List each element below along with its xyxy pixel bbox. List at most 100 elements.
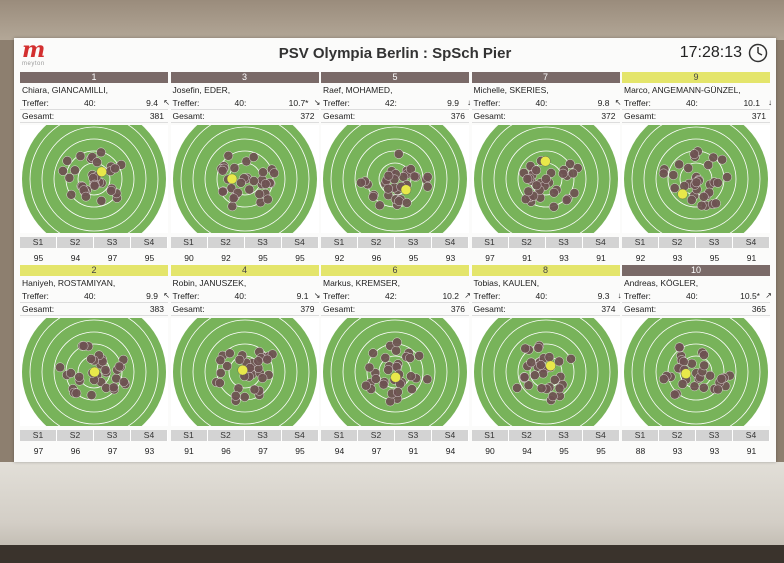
shot-hole — [261, 354, 272, 365]
last-shot-value: 10.7* — [288, 98, 309, 108]
shot-hole — [536, 383, 546, 394]
total-score: 374 — [601, 304, 616, 314]
hits-count: 40: — [234, 291, 247, 301]
target-ring — [481, 318, 610, 426]
trend-arrow-icon: ↓ — [467, 98, 471, 107]
series-label: S4 — [733, 430, 770, 441]
lane-number: 9 — [622, 72, 770, 83]
projection-screen: m meyton PSV Olympia Berlin : SpSch Pier… — [14, 38, 776, 462]
wall-background — [0, 0, 784, 40]
last-shot-value: 9.9 — [447, 98, 459, 108]
shot-hole — [658, 168, 669, 179]
series-score: 96 — [371, 253, 382, 263]
shot-hole — [55, 362, 65, 373]
series-score: 94 — [522, 446, 532, 456]
shot-hole — [248, 152, 258, 162]
series-header: S1 S2 S3 S4 — [170, 430, 319, 441]
shot-hole — [705, 370, 715, 381]
target-ring — [41, 126, 147, 232]
last-shot-marker — [539, 156, 551, 167]
total-score: 379 — [300, 304, 315, 314]
series-score: 88 — [635, 446, 646, 456]
shot-hole — [228, 193, 238, 204]
shot-hole — [223, 150, 233, 161]
hits-count: 40: — [686, 98, 698, 108]
shot-hole — [81, 191, 91, 202]
total-label: Gesamt: — [172, 304, 205, 314]
target-ring — [204, 331, 285, 413]
trend-arrow-icon: ↖ — [163, 291, 170, 300]
hits-count: 40: — [535, 291, 548, 301]
shot-hole — [257, 373, 267, 383]
series-scores: 94 97 91 94 — [321, 445, 469, 457]
shot-hole — [553, 356, 564, 367]
series-label: S4 — [582, 430, 620, 441]
shot-hole — [691, 177, 702, 188]
series-score: 95 — [596, 446, 606, 456]
shot-hole — [383, 170, 394, 181]
series-label: S1 — [321, 237, 358, 248]
shot-hole — [70, 165, 80, 176]
shot-hole — [249, 384, 259, 395]
shot-hole — [78, 341, 89, 351]
series-score: 91 — [596, 253, 606, 263]
meyton-logo: m meyton — [22, 39, 58, 68]
series-label: S4 — [131, 430, 168, 441]
shot-hole — [383, 183, 393, 194]
shot-hole — [66, 368, 76, 378]
target-ring — [505, 138, 586, 220]
shot-hole — [409, 171, 420, 182]
hits-label: Treffer: — [323, 291, 350, 301]
target-ring — [631, 318, 761, 426]
total-row: Gesamt: 374 — [471, 303, 620, 316]
series-score: 93 — [672, 253, 683, 263]
hits-label: Treffer: — [172, 98, 200, 108]
target-ring — [493, 126, 598, 232]
series-score: 93 — [672, 446, 683, 456]
trend-arrow-icon: ↘ — [313, 291, 321, 300]
series-score: 97 — [485, 253, 495, 263]
total-score: 376 — [450, 304, 465, 314]
lane-number: 7 — [471, 72, 620, 83]
shot-hole — [530, 165, 541, 176]
shot-hole — [100, 365, 111, 375]
shot-hole — [677, 379, 688, 389]
shot-hole — [713, 178, 723, 188]
shot-hole — [230, 391, 241, 401]
shot-hole — [86, 390, 97, 400]
shot-hole — [371, 374, 381, 384]
shot-hole — [717, 154, 728, 165]
shooting-target — [622, 125, 770, 233]
series-score: 95 — [295, 446, 305, 456]
shot-hole — [241, 156, 251, 167]
target-ring — [493, 319, 598, 425]
trend-arrow-icon: ↘ — [313, 98, 321, 107]
shooter-name: Andreas, KÖGLER, — [624, 278, 699, 288]
shot-hole — [674, 342, 685, 353]
shot-hole — [565, 354, 576, 364]
total-row: Gesamt: 376 — [321, 110, 469, 123]
shot-hole — [658, 374, 669, 384]
series-scores: 97 96 97 93 — [20, 445, 168, 457]
lane-number: 10 — [622, 265, 770, 276]
series-header: S1 S2 S3 S4 — [20, 237, 168, 248]
shooter-panel: 7 Michelle, SKERIES, Treffer: 40: 9.8 ↖ Gesamt… — [471, 72, 622, 263]
total-score: 372 — [300, 111, 315, 121]
series-header: S1 S2 S3 S4 — [321, 237, 469, 248]
shot-hole — [215, 368, 226, 378]
shot-hole — [114, 361, 125, 372]
last-shot-value: 9.4 — [146, 98, 158, 108]
shot-hole — [698, 191, 709, 202]
series-label: S2 — [207, 430, 245, 441]
shooter-panel: 8 Tobias, KAULEN, Treffer: 40: 9.3 ↓ Gesamt: 37… — [471, 265, 622, 456]
series-score: 91 — [522, 253, 532, 263]
shot-hole — [554, 383, 564, 394]
shot-hole — [221, 361, 232, 371]
series-score: 91 — [746, 446, 757, 456]
series-scores: 92 93 95 91 — [622, 252, 770, 264]
last-shot-marker — [89, 366, 100, 378]
shot-hole — [402, 198, 412, 208]
last-shot-marker — [226, 173, 237, 185]
total-label: Gesamt: — [624, 111, 657, 121]
shot-hole — [405, 353, 415, 363]
